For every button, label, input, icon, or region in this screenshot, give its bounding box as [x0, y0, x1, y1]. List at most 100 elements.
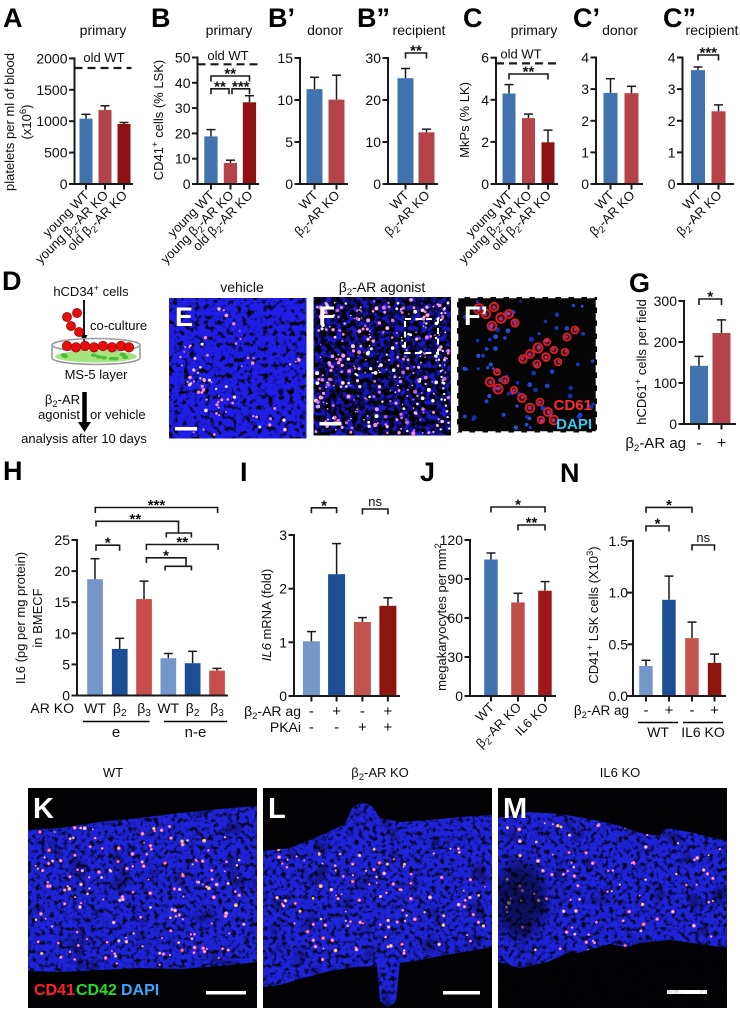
svg-text:recipient: recipient	[686, 22, 739, 38]
svg-text:CD61: CD61	[554, 397, 592, 414]
svg-text:2: 2	[279, 581, 287, 597]
svg-text:40: 40	[175, 75, 191, 91]
svg-text:***: ***	[148, 497, 166, 514]
svg-text:I: I	[240, 457, 248, 487]
svg-text:-: -	[309, 703, 314, 720]
svg-text:β2-AR ag: β2-AR ag	[625, 435, 686, 454]
svg-text:old WT: old WT	[500, 47, 541, 62]
svg-text:C’: C’	[573, 3, 600, 33]
svg-text:WT: WT	[84, 700, 106, 716]
svg-text:6: 6	[481, 50, 489, 66]
svg-text:-: -	[360, 703, 365, 720]
svg-text:F’: F’	[464, 301, 488, 331]
svg-text:10: 10	[277, 92, 293, 108]
svg-text:**: **	[526, 515, 538, 532]
svg-text:H: H	[3, 456, 23, 486]
svg-text:2000: 2000	[36, 50, 67, 66]
svg-text:0.5: 0.5	[609, 636, 629, 652]
svg-text:2: 2	[481, 134, 489, 150]
svg-text:0: 0	[279, 688, 287, 704]
svg-text:90: 90	[447, 571, 463, 587]
svg-text:WT: WT	[103, 765, 123, 780]
svg-text:-: -	[644, 702, 649, 719]
svg-text:3: 3	[668, 81, 676, 97]
svg-text:donor: donor	[602, 22, 638, 38]
svg-text:e: e	[112, 724, 120, 741]
svg-text:4: 4	[581, 50, 589, 66]
svg-text:B’: B’	[268, 3, 295, 33]
svg-text:β2: β2	[186, 700, 200, 719]
svg-text:0.0: 0.0	[609, 688, 629, 704]
svg-text:K: K	[33, 793, 54, 825]
svg-text:primary: primary	[511, 22, 558, 38]
svg-text:C: C	[463, 3, 483, 33]
svg-text:15: 15	[54, 594, 70, 610]
svg-text:30: 30	[175, 100, 191, 116]
svg-text:*: *	[163, 547, 169, 564]
svg-text:co-culture: co-culture	[90, 318, 147, 333]
svg-text:***: ***	[699, 45, 717, 62]
svg-text:20: 20	[54, 563, 70, 579]
svg-text:*: *	[655, 516, 661, 533]
svg-text:10: 10	[54, 625, 70, 641]
svg-text:1500: 1500	[36, 82, 67, 98]
svg-text:PKAi: PKAi	[270, 719, 301, 735]
svg-text:1: 1	[581, 144, 589, 160]
svg-text:N: N	[560, 458, 580, 488]
svg-text:4: 4	[481, 92, 489, 108]
svg-text:J: J	[420, 457, 435, 487]
svg-text:A: A	[3, 3, 23, 33]
svg-text:-: -	[334, 719, 339, 736]
svg-text:5: 5	[285, 134, 293, 150]
svg-text:E: E	[175, 302, 193, 332]
svg-text:**: **	[523, 64, 535, 81]
svg-text:WT: WT	[647, 724, 669, 740]
svg-text:recipient: recipient	[393, 22, 446, 38]
svg-text:30: 30	[365, 50, 381, 66]
svg-text:DAPI: DAPI	[556, 416, 592, 433]
svg-text:1000: 1000	[36, 113, 67, 129]
svg-text:20: 20	[365, 92, 381, 108]
svg-text:**: **	[410, 43, 422, 60]
svg-text:C”: C”	[663, 3, 696, 33]
svg-text:agonist: agonist	[38, 407, 80, 422]
svg-text:3: 3	[581, 81, 589, 97]
svg-text:n-e: n-e	[185, 724, 207, 741]
svg-text:WT: WT	[157, 700, 179, 716]
svg-text:CD41: CD41	[34, 982, 75, 999]
svg-text:primary: primary	[80, 22, 127, 38]
svg-text:-: -	[690, 702, 695, 719]
svg-text:0: 0	[373, 176, 381, 192]
svg-text:1.0: 1.0	[609, 585, 629, 601]
svg-text:old WT: old WT	[207, 48, 248, 63]
svg-text:2: 2	[581, 113, 589, 129]
svg-text:AR KO: AR KO	[30, 700, 74, 716]
svg-text:0: 0	[668, 176, 676, 192]
svg-text:F: F	[319, 301, 336, 331]
svg-text:B: B	[151, 3, 171, 33]
svg-text:β2-AR ag: β2-AR ag	[574, 703, 629, 721]
svg-text:*: *	[707, 289, 713, 306]
svg-text:15: 15	[277, 50, 293, 66]
svg-text:120: 120	[440, 532, 464, 548]
svg-text:*: *	[666, 497, 672, 514]
svg-text:β2-AR ag: β2-AR ag	[244, 703, 301, 722]
svg-text:200: 200	[654, 334, 678, 350]
svg-text:5: 5	[62, 656, 70, 672]
svg-text:M: M	[503, 793, 527, 825]
svg-text:0: 0	[62, 688, 70, 704]
svg-text:100: 100	[654, 375, 678, 391]
svg-text:25: 25	[54, 532, 70, 548]
svg-text:megakaryocytes per mm2: megakaryocytes per mm2	[433, 543, 449, 691]
svg-text:+: +	[710, 702, 719, 719]
svg-text:30: 30	[447, 649, 463, 665]
svg-text:-: -	[309, 719, 314, 736]
svg-text:CD41+​ cells (% LSK): CD41+​ cells (% LSK)	[150, 60, 166, 180]
svg-text:β2: β2	[113, 700, 127, 719]
svg-text:IL6 KO: IL6 KO	[600, 765, 640, 780]
svg-text:**: **	[214, 78, 226, 95]
svg-text:20: 20	[175, 125, 191, 141]
svg-text:IL6 KO: IL6 KO	[681, 724, 725, 740]
svg-text:10: 10	[175, 151, 191, 167]
svg-text:-: -	[696, 435, 701, 452]
